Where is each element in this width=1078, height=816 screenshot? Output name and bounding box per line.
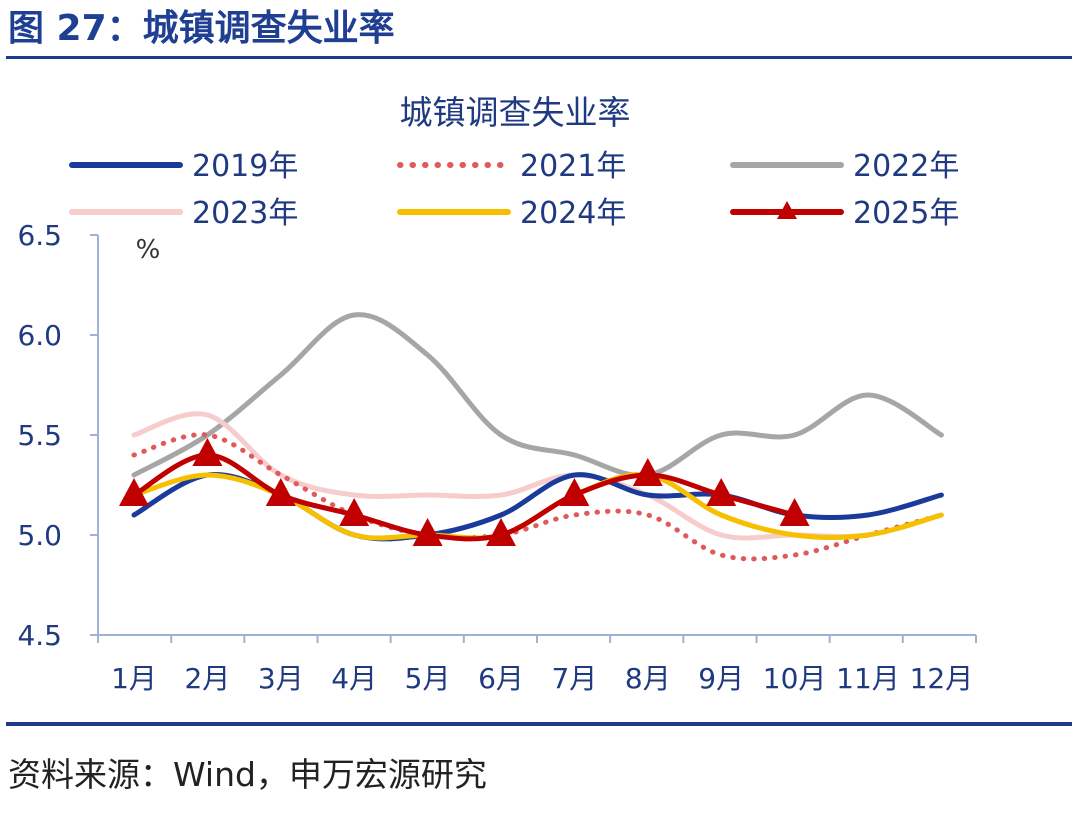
data-point-marker [339, 498, 370, 526]
y-tick-label: 6.5 [17, 219, 62, 252]
y-axis-unit-label: % [136, 235, 161, 265]
figure-title: 图 27：城镇调查失业率 [8, 8, 395, 49]
source-note: 资料来源：Wind，申万宏源研究 [8, 755, 487, 794]
series-lines [131, 312, 944, 562]
data-point-marker [486, 518, 516, 546]
x-tick-label: 6月 [478, 662, 524, 695]
legend-marker [777, 201, 797, 219]
x-tick-label: 3月 [258, 662, 304, 695]
chart-title: 城镇调查失业率 [400, 93, 631, 132]
unemployment-line-chart: 城镇调查失业率 2019年 2021年 2022年 2023年 2024年 2025年 4… [17, 93, 977, 695]
x-tick-label: 8月 [625, 662, 671, 695]
x-tick-label: 10月 [763, 662, 827, 695]
y-tick-label: 5.5 [17, 419, 62, 452]
x-tick-label: 1月 [111, 662, 157, 695]
data-point-marker [119, 478, 149, 506]
data-point-marker [265, 478, 296, 506]
x-tick-label: 5月 [405, 662, 451, 695]
axes: 4.5 5.0 5.5 6.0 6.5 1月 2月 3月 4月 5月 6月 7月 8月 9月 10月 11月 1… [17, 219, 977, 695]
data-point-marker [192, 438, 223, 466]
series-line-2021 [131, 432, 944, 562]
y-tick-label: 4.5 [17, 619, 62, 652]
data-point-marker [632, 458, 663, 486]
data-point-marker [559, 478, 590, 506]
y-tick-label: 5.0 [17, 519, 62, 552]
x-tick-label: 2月 [184, 662, 230, 695]
x-tick-label: 12月 [910, 662, 974, 695]
data-point-marker [412, 518, 443, 546]
legend-label: 2025年 [853, 196, 959, 231]
series-markers [119, 438, 810, 546]
legend-label: 2019年 [192, 149, 298, 184]
legend-label: 2023年 [192, 196, 298, 231]
y-tick-label: 6.0 [17, 319, 62, 352]
source-rule [6, 722, 1072, 726]
series-line-2022 [131, 312, 944, 478]
x-tick-label: 9月 [698, 662, 744, 695]
x-tick-label: 11月 [836, 662, 900, 695]
legend-label: 2021年 [520, 149, 626, 184]
x-tick-label: 4月 [331, 662, 377, 695]
legend-label: 2024年 [520, 196, 626, 231]
data-point-marker [706, 478, 737, 506]
data-point-marker [779, 498, 810, 526]
legend: 2019年 2021年 2022年 2023年 2024年 2025年 [69, 149, 959, 231]
title-rule [6, 56, 1072, 59]
series-line-2025 [131, 452, 798, 542]
legend-label: 2022年 [853, 149, 959, 184]
x-tick-label: 7月 [551, 662, 597, 695]
